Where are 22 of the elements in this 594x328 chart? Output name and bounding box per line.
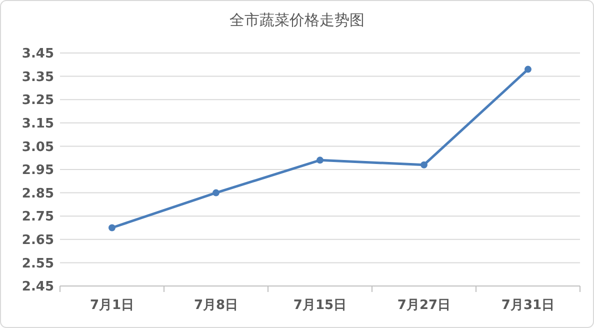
y-tick-label: 3.15 bbox=[22, 116, 54, 132]
y-tick-label: 2.85 bbox=[22, 186, 54, 202]
x-tick-label: 7月31日 bbox=[501, 298, 555, 313]
y-tick-label: 2.75 bbox=[22, 210, 54, 225]
y-tick-label: 3.05 bbox=[22, 140, 54, 155]
y-tick-label: 2.95 bbox=[22, 163, 54, 178]
y-tick-label: 2.55 bbox=[22, 256, 54, 272]
chart-title: 全市蔬菜价格走势图 bbox=[230, 11, 364, 29]
point bbox=[420, 161, 428, 168]
y-tick-label: 3.45 bbox=[22, 46, 54, 62]
y-tick-label: 3.35 bbox=[22, 70, 54, 85]
x-tick-label: 7月27日 bbox=[397, 298, 451, 313]
point bbox=[316, 156, 324, 164]
x-tick-label: 7月15日 bbox=[293, 298, 347, 313]
y-tick-label: 3.25 bbox=[22, 93, 54, 108]
x-tick-label: 7月8日 bbox=[194, 298, 238, 313]
x-tick-label: 7月1日 bbox=[90, 298, 134, 313]
y-tick-label: 2.45 bbox=[22, 280, 54, 295]
y-tick-label: 2.65 bbox=[22, 232, 54, 248]
point bbox=[108, 224, 116, 232]
point bbox=[212, 189, 220, 196]
point bbox=[524, 66, 532, 73]
